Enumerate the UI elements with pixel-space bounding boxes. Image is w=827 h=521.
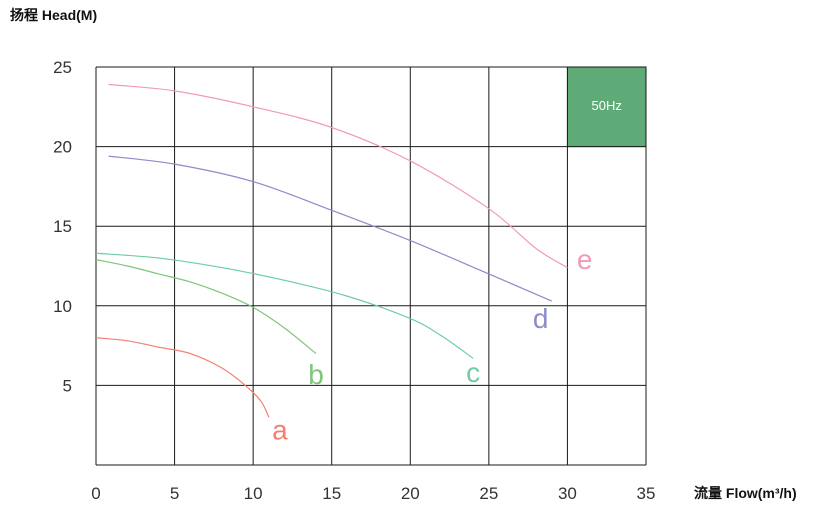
x-tick-label: 25 bbox=[479, 484, 498, 503]
x-axis-label: 流量 Flow(m³/h) bbox=[694, 485, 797, 501]
x-tick-label: 20 bbox=[401, 484, 420, 503]
series-line-b bbox=[95, 259, 317, 355]
frequency-annotation: 50Hz bbox=[566, 66, 647, 148]
x-axis-ticks: 0 5 10 15 20 25 30 35 bbox=[91, 484, 655, 503]
series-label-b: b bbox=[308, 359, 324, 390]
grid bbox=[95, 66, 647, 466]
series-label-c: c bbox=[466, 357, 480, 388]
series-label-d: d bbox=[533, 303, 549, 334]
series-line-d bbox=[108, 155, 552, 302]
series-line-e bbox=[108, 83, 568, 269]
y-tick-label: 25 bbox=[53, 58, 72, 77]
series: ab c de bbox=[95, 83, 593, 446]
y-tick-label: 10 bbox=[53, 297, 72, 316]
y-tick-label: 15 bbox=[53, 217, 72, 236]
x-tick-label: 0 bbox=[91, 484, 100, 503]
series-label-a: a bbox=[272, 415, 288, 446]
x-tick-label: 35 bbox=[637, 484, 656, 503]
x-tick-label: 15 bbox=[322, 484, 341, 503]
frequency-badge bbox=[566, 66, 647, 148]
series-label-e: e bbox=[577, 244, 593, 275]
x-tick-label: 5 bbox=[170, 484, 179, 503]
y-tick-label: 5 bbox=[63, 376, 72, 395]
frequency-badge-label: 50Hz bbox=[592, 98, 622, 113]
y-axis-label: 扬程 Head(M) bbox=[10, 7, 97, 23]
x-tick-label: 30 bbox=[558, 484, 577, 503]
series-line-c bbox=[95, 252, 474, 359]
x-tick-label: 10 bbox=[244, 484, 263, 503]
y-tick-label: 20 bbox=[53, 138, 72, 157]
series-line-a bbox=[95, 337, 270, 418]
y-axis-ticks: 5 10 15 20 25 bbox=[53, 58, 72, 395]
